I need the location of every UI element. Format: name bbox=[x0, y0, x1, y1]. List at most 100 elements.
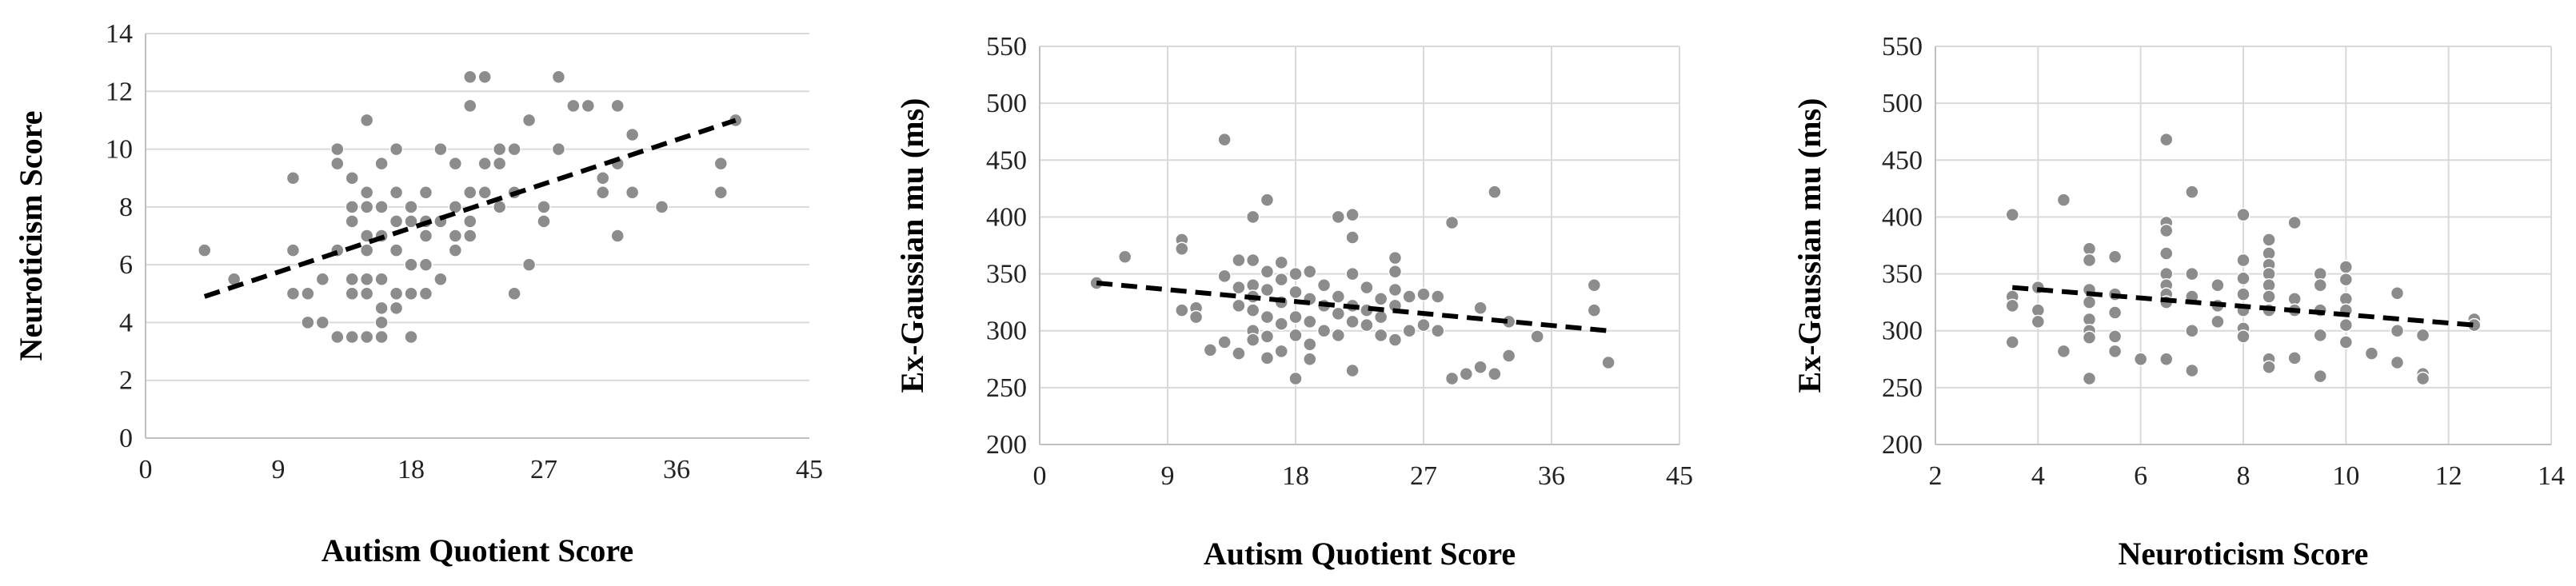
data-point bbox=[374, 272, 389, 286]
data-point bbox=[1274, 344, 1288, 359]
data-point bbox=[1402, 323, 1416, 338]
data-point bbox=[286, 243, 301, 257]
x-tick-label: 8 bbox=[2237, 461, 2251, 491]
data-point bbox=[345, 286, 359, 301]
data-point bbox=[507, 142, 521, 157]
data-point bbox=[581, 98, 596, 114]
x-tick-label: 27 bbox=[1410, 461, 1437, 491]
data-point bbox=[463, 214, 477, 229]
data-point bbox=[1232, 253, 1246, 268]
data-point bbox=[2338, 317, 2354, 333]
y-tick-label: 350 bbox=[986, 260, 1027, 289]
data-point bbox=[345, 329, 359, 345]
data-point bbox=[389, 214, 404, 229]
data-point bbox=[2415, 328, 2430, 343]
x-tick-label: 36 bbox=[1538, 461, 1565, 491]
data-point bbox=[433, 142, 448, 157]
data-point bbox=[596, 170, 610, 185]
chart-panel-1: 0 2 4 6 8 10 12 14 0 9 18 27 36 45 Autism Quotient Sco… bbox=[13, 19, 823, 568]
data-point bbox=[448, 243, 463, 257]
data-point bbox=[2082, 371, 2097, 386]
data-point bbox=[1245, 253, 1260, 268]
data-point bbox=[463, 229, 477, 243]
data-point bbox=[463, 98, 477, 114]
data-point bbox=[1388, 333, 1403, 347]
data-point bbox=[301, 315, 315, 330]
data-point bbox=[2082, 295, 2097, 309]
data-point bbox=[404, 214, 418, 229]
data-point bbox=[359, 113, 374, 128]
data-point bbox=[463, 185, 477, 200]
trendline bbox=[1096, 280, 1609, 333]
data-point bbox=[2056, 344, 2071, 359]
data-point bbox=[2236, 329, 2251, 344]
x-axis-title: Neuroticism Score bbox=[2119, 536, 2369, 572]
data-point bbox=[389, 286, 404, 301]
data-point bbox=[2390, 323, 2405, 338]
data-point bbox=[2287, 351, 2302, 365]
trendline bbox=[2012, 285, 2474, 328]
data-point bbox=[433, 272, 448, 286]
data-point bbox=[537, 214, 551, 229]
data-point bbox=[1388, 282, 1403, 297]
data-point bbox=[359, 286, 374, 301]
data-point bbox=[389, 142, 404, 157]
data-point bbox=[551, 142, 566, 157]
data-point bbox=[1444, 215, 1460, 230]
data-point bbox=[1501, 349, 1516, 363]
data-point bbox=[1431, 289, 1445, 304]
y-tick-label: 250 bbox=[986, 373, 1027, 403]
x-tick-label: 18 bbox=[1282, 461, 1309, 491]
data-point bbox=[1444, 371, 1460, 386]
x-tick-label: 0 bbox=[139, 455, 153, 484]
data-point bbox=[1373, 309, 1388, 325]
data-point bbox=[345, 214, 359, 229]
data-point bbox=[2236, 271, 2251, 286]
data-point bbox=[2159, 246, 2174, 261]
data-point bbox=[2185, 185, 2199, 199]
data-point bbox=[713, 156, 729, 171]
data-point bbox=[2313, 328, 2327, 343]
data-point bbox=[448, 200, 463, 214]
data-point bbox=[2313, 369, 2327, 384]
data-point bbox=[654, 200, 669, 214]
data-point bbox=[2236, 287, 2251, 301]
data-point bbox=[1188, 309, 1204, 325]
data-point bbox=[2313, 278, 2327, 293]
data-point bbox=[625, 185, 640, 200]
data-point bbox=[1331, 306, 1346, 321]
data-point bbox=[2262, 289, 2276, 304]
data-point bbox=[1488, 185, 1502, 199]
data-point bbox=[404, 200, 418, 214]
data-point bbox=[1288, 328, 1303, 343]
data-point bbox=[1175, 303, 1189, 317]
data-point bbox=[1217, 132, 1232, 147]
data-point bbox=[2338, 260, 2354, 274]
data-point bbox=[198, 243, 212, 257]
data-point bbox=[345, 200, 359, 214]
data-point bbox=[2133, 352, 2148, 367]
data-point bbox=[374, 301, 389, 316]
data-point bbox=[1473, 301, 1488, 316]
data-point bbox=[2236, 253, 2251, 268]
data-point bbox=[1288, 371, 1303, 386]
data-point bbox=[448, 229, 463, 243]
data-point bbox=[566, 98, 581, 114]
y-axis-title: Neuroticism Score bbox=[13, 111, 49, 361]
y-tick-label: 8 bbox=[119, 193, 133, 222]
data-point bbox=[1373, 292, 1388, 306]
data-point bbox=[1388, 264, 1403, 279]
data-point bbox=[2262, 233, 2276, 247]
data-point bbox=[418, 229, 433, 243]
y-tick-label: 6 bbox=[119, 250, 133, 280]
data-point bbox=[1288, 266, 1303, 281]
data-point bbox=[1416, 287, 1431, 301]
data-point bbox=[1601, 355, 1615, 370]
x-tick-label: 9 bbox=[272, 455, 286, 484]
y-tick-label: 200 bbox=[986, 430, 1027, 460]
y-tick-label: 4 bbox=[119, 308, 133, 337]
y-tick-label: 400 bbox=[986, 202, 1027, 232]
data-point bbox=[374, 200, 389, 214]
data-point bbox=[374, 329, 389, 345]
data-point bbox=[477, 156, 492, 171]
